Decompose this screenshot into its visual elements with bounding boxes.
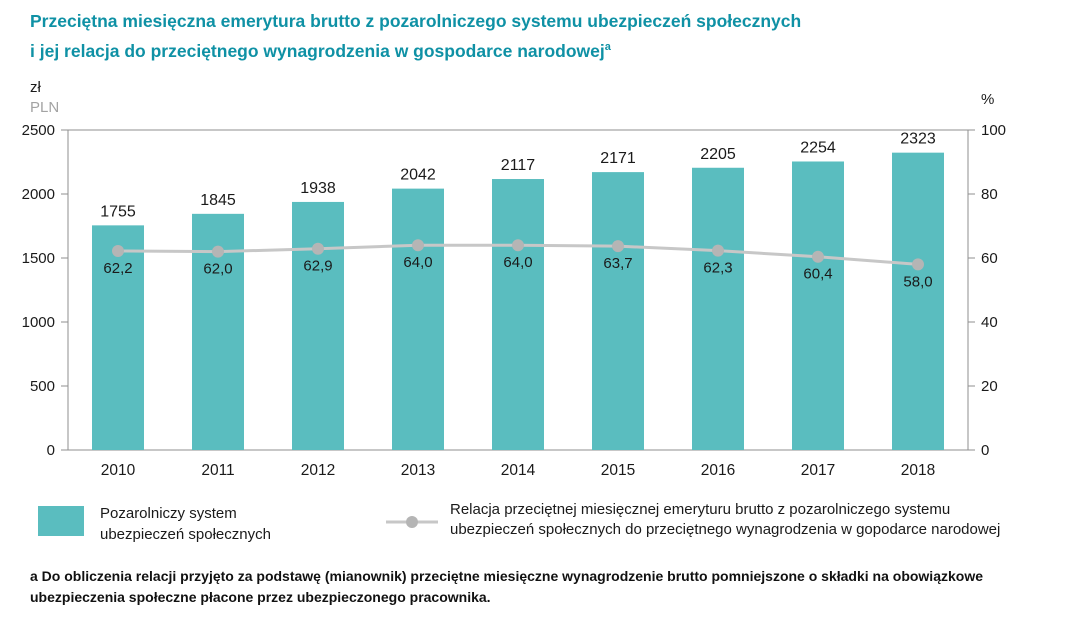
legend-item-bars: Pozarolniczy system ubezpieczeń społeczn… xyxy=(38,500,300,545)
line-marker xyxy=(212,245,224,258)
bar xyxy=(892,152,944,450)
line-marker xyxy=(312,242,324,255)
line-value-label: 62,3 xyxy=(703,260,732,277)
line-value-label: 58,0 xyxy=(903,273,932,290)
line-series-icon-marker xyxy=(406,516,418,528)
right-axis-tick-label: 80 xyxy=(981,186,998,203)
chart-title-line1: Przeciętna miesięczna emerytura brutto z… xyxy=(30,11,802,31)
line-value-label: 63,7 xyxy=(603,255,632,272)
x-axis-label: 2018 xyxy=(901,462,935,479)
bar-value-label: 1938 xyxy=(300,180,336,197)
bar xyxy=(492,179,544,451)
bar-value-label: 2323 xyxy=(900,131,936,148)
bar-value-label: 2205 xyxy=(700,146,736,163)
right-axis-unit: % xyxy=(981,91,994,108)
right-axis-tick-label: 0 xyxy=(981,442,989,459)
bar xyxy=(292,201,344,450)
line-series-icon xyxy=(386,516,438,528)
line-marker xyxy=(712,244,724,257)
x-axis-label: 2011 xyxy=(201,462,234,479)
line-marker xyxy=(512,239,524,252)
x-axis-label: 2014 xyxy=(501,462,536,479)
legend: Pozarolniczy system ubezpieczeń społeczn… xyxy=(38,500,1038,545)
legend-item-line: Relacja przeciętnej miesięcznej emerytur… xyxy=(386,500,1035,540)
line-value-label: 60,4 xyxy=(803,266,832,283)
line-marker xyxy=(612,240,624,253)
line-value-label: 64,0 xyxy=(503,254,532,271)
bar xyxy=(792,161,844,450)
left-axis-unit-zl: zł xyxy=(30,79,42,96)
line-value-label: 62,2 xyxy=(103,260,132,277)
line-value-label: 62,9 xyxy=(303,258,332,275)
bar xyxy=(392,188,444,450)
x-axis-label: 2010 xyxy=(101,462,136,479)
line-marker xyxy=(812,250,824,263)
bar xyxy=(92,225,144,450)
bar-series-label: Pozarolniczy system ubezpieczeń społeczn… xyxy=(100,505,271,543)
bar-value-label: 2042 xyxy=(400,167,436,184)
line-marker xyxy=(412,239,424,252)
line-value-label: 64,0 xyxy=(403,254,432,271)
right-axis-tick-label: 40 xyxy=(981,314,998,331)
bar-value-label: 2117 xyxy=(501,157,536,174)
footnote: a Do obliczenia relacji przyjęto za pods… xyxy=(30,568,983,605)
bar-series-swatch xyxy=(38,506,84,536)
bar-value-label: 1845 xyxy=(200,192,236,209)
x-axis-label: 2017 xyxy=(801,462,835,479)
x-axis-label: 2013 xyxy=(401,462,435,479)
left-axis-unit-pln: PLN xyxy=(30,99,59,116)
combo-chart: 0 500 1000 1500 2000 2500 0 20 40 60 80 100 zł PLN % 17… xyxy=(22,79,1006,479)
chart-title-line2: i jej relacja do przeciętnego wynagrodze… xyxy=(30,40,605,61)
chart-title: Przeciętna miesięczna emerytura brutto z… xyxy=(30,8,1040,64)
line-value-label: 62,0 xyxy=(203,261,232,278)
line-marker xyxy=(912,258,924,271)
x-axis-label: 2015 xyxy=(601,462,635,479)
line-marker xyxy=(112,244,124,257)
x-axis-label: 2016 xyxy=(701,462,735,479)
bar-value-label: 2171 xyxy=(600,150,636,167)
left-axis-tick-label: 2500 xyxy=(22,122,55,139)
left-axis-tick-label: 1000 xyxy=(22,314,55,331)
left-axis-tick-label: 500 xyxy=(30,378,55,395)
line-series-label: Relacja przeciętnej miesięcznej emerytur… xyxy=(450,501,1001,538)
chart-title-footnote-marker: a xyxy=(604,41,611,53)
bar-value-label: 2254 xyxy=(800,139,836,156)
right-axis-tick-label: 20 xyxy=(981,378,998,395)
left-axis-tick-label: 1500 xyxy=(22,250,55,267)
bar-value-label: 1755 xyxy=(100,203,136,220)
left-axis-tick-label: 0 xyxy=(47,442,55,459)
plot-frame xyxy=(67,129,969,451)
left-axis-tick-label: 2000 xyxy=(22,186,55,203)
x-axis-label: 2012 xyxy=(301,462,335,479)
right-axis-tick-label: 100 xyxy=(981,122,1006,139)
right-axis-tick-label: 60 xyxy=(981,250,998,267)
bar xyxy=(692,167,744,450)
bar xyxy=(592,172,644,450)
